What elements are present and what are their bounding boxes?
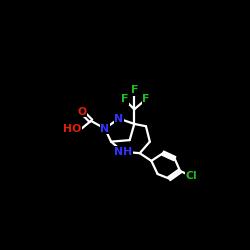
Text: O: O — [77, 106, 86, 117]
Text: NH: NH — [114, 147, 132, 157]
Text: HO: HO — [64, 124, 82, 134]
Text: F: F — [142, 94, 150, 104]
Text: N: N — [114, 114, 124, 124]
Text: F: F — [120, 94, 128, 104]
Text: Cl: Cl — [186, 171, 198, 181]
Text: F: F — [131, 85, 138, 95]
Text: N: N — [100, 124, 110, 134]
